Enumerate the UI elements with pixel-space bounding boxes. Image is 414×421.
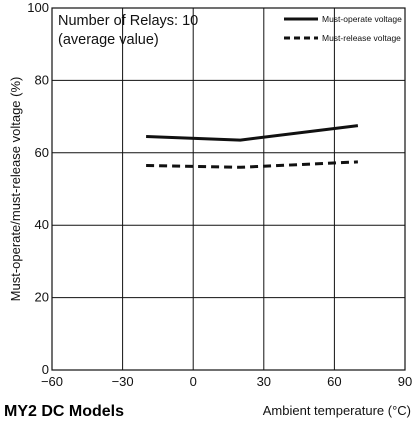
y-axis-label: Must-operate/must-release voltage (%) bbox=[8, 77, 23, 302]
annotation-line-2: (average value) bbox=[58, 32, 159, 48]
y-tick-label: 100 bbox=[27, 0, 49, 15]
x-tick-label: 0 bbox=[190, 374, 197, 389]
x-axis-label: Ambient temperature (°C) bbox=[263, 403, 411, 418]
y-tick-label: 20 bbox=[35, 290, 49, 305]
legend: Must-operate voltage Must-release voltag… bbox=[284, 14, 402, 43]
figure-caption: MY2 DC Models bbox=[4, 403, 125, 420]
series-line-must-release bbox=[146, 160, 358, 169]
annotation-box: Number of Relays: 10 (average value) bbox=[58, 13, 198, 48]
x-tick-label: −30 bbox=[112, 374, 134, 389]
series-line-must-operate bbox=[146, 124, 359, 142]
x-tick-label: 60 bbox=[327, 374, 341, 389]
x-tick-label: 30 bbox=[257, 374, 271, 389]
grid-lines bbox=[52, 8, 405, 370]
y-tick-label: 60 bbox=[35, 145, 49, 160]
y-tick-label: 80 bbox=[35, 72, 49, 87]
tick-labels: −60 −30 0 30 60 90 0 20 40 60 80 100 bbox=[27, 0, 412, 389]
series-lines bbox=[146, 124, 359, 169]
plot-frame bbox=[51, 7, 406, 371]
legend-label-must-release: Must-release voltage bbox=[322, 33, 401, 43]
x-tick-label: 90 bbox=[398, 374, 412, 389]
x-tick-label: −60 bbox=[41, 374, 63, 389]
y-tick-label: 40 bbox=[35, 217, 49, 232]
legend-label-must-operate: Must-operate voltage bbox=[322, 14, 402, 24]
annotation-line-1: Number of Relays: 10 bbox=[58, 13, 198, 29]
y-tick-label: 0 bbox=[42, 362, 49, 377]
